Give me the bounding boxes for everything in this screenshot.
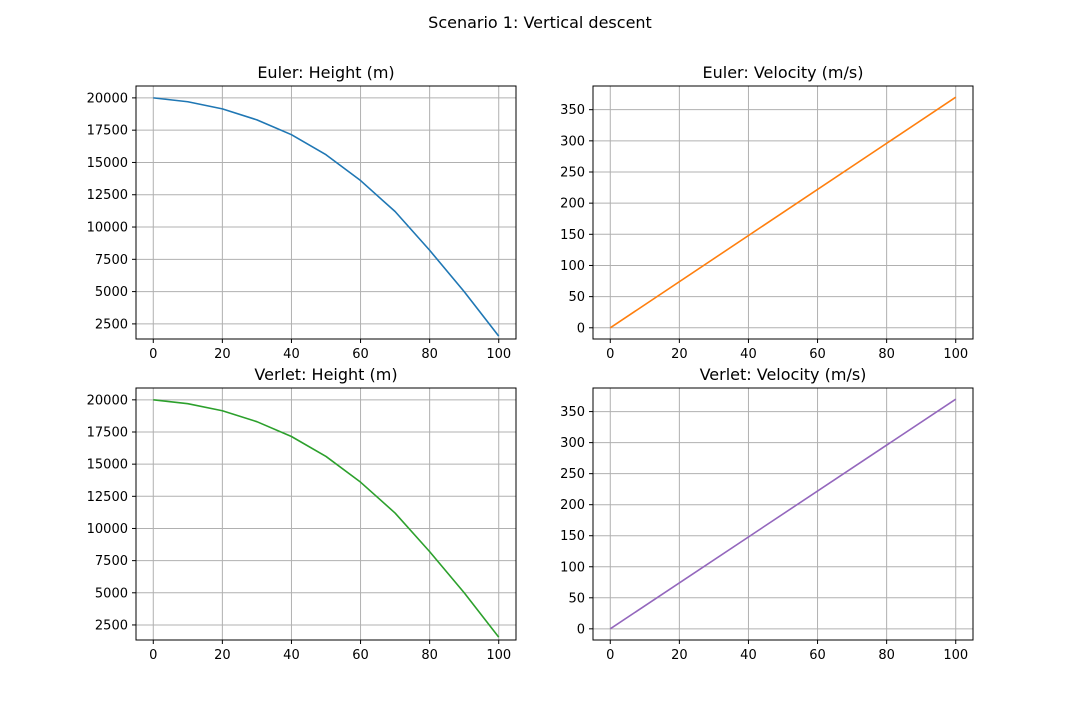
axes-frame (135, 85, 517, 340)
chart-verlet-velocity: 0 20 40 60 80 100 0 50 100 150 200 250 300 350 Verlet:… (560, 365, 974, 663)
y-tick-label: 10000 (87, 522, 128, 537)
y-tick-label: 250 (560, 467, 585, 482)
x-tick-label: 40 (740, 347, 757, 362)
x-tick-label: 20 (214, 648, 231, 663)
x-tick-label: 40 (283, 347, 300, 362)
y-tick-label: 12500 (87, 490, 128, 505)
x-tick-label: 80 (878, 347, 895, 362)
y-tick-label: 20000 (87, 91, 128, 106)
x-tick-label: 100 (486, 648, 511, 663)
y-tick-label: 17500 (87, 425, 128, 440)
chart-title: Euler: Height (m) (257, 63, 394, 82)
y-tick-label: 5000 (95, 285, 128, 300)
y-tick-label: 15000 (87, 458, 128, 473)
x-tick-label: 0 (606, 648, 614, 663)
y-tick-label: 100 (560, 259, 585, 274)
series-line (609, 398, 957, 630)
series-line (609, 96, 957, 329)
y-tick-label: 7500 (95, 554, 128, 569)
y-tick-label: 300 (560, 436, 585, 451)
chart-euler-velocity: 0 20 40 60 80 100 0 50 100 150 200 250 300 350 Euler: … (560, 63, 974, 362)
x-tick-label: 20 (671, 347, 688, 362)
y-tick-label: 2500 (95, 317, 128, 332)
x-tick-label: 60 (809, 648, 826, 663)
chart-verlet-height: 0 20 40 60 80 100 2500 5000 7500 10000 12500 15000 1… (87, 365, 517, 663)
y-tick-label: 150 (560, 529, 585, 544)
chart-euler-height: 0 20 40 60 80 100 2500 5000 7500 10000 12500 15000 1… (87, 63, 517, 362)
y-tick-label: 100 (560, 560, 585, 575)
y-tick-label: 10000 (87, 221, 128, 236)
panels: 0 20 40 60 80 1002500500075001000012500150001… (87, 63, 974, 663)
x-tick-label: 0 (149, 648, 157, 663)
x-tick-label: 80 (878, 648, 895, 663)
axes-frame (592, 85, 974, 340)
y-tick-label: 15000 (87, 156, 128, 171)
y-tick-label: 50 (568, 591, 585, 606)
y-tick-label: 12500 (87, 188, 128, 203)
x-tick-label: 100 (943, 648, 968, 663)
y-tick-label: 250 (560, 165, 585, 180)
x-tick-label: 0 (606, 347, 614, 362)
x-tick-label: 20 (671, 648, 688, 663)
x-tick-label: 60 (352, 648, 369, 663)
axes-frame (592, 387, 974, 641)
y-tick-label: 5000 (95, 586, 128, 601)
x-tick-label: 40 (283, 648, 300, 663)
y-tick-label: 17500 (87, 124, 128, 139)
y-tick-label: 7500 (95, 253, 128, 268)
x-tick-label: 80 (421, 648, 438, 663)
y-tick-label: 200 (560, 498, 585, 513)
series-line (153, 97, 500, 337)
y-tick-label: 300 (560, 134, 585, 149)
y-tick-label: 2500 (95, 618, 128, 633)
x-tick-label: 100 (943, 347, 968, 362)
x-tick-label: 40 (740, 648, 757, 663)
axes-frame (135, 387, 517, 641)
x-tick-label: 0 (149, 347, 157, 362)
y-tick-label: 350 (560, 405, 585, 420)
x-tick-label: 60 (809, 347, 826, 362)
y-tick-label: 150 (560, 228, 585, 243)
y-tick-label: 0 (577, 321, 585, 336)
figure-suptitle: Scenario 1: Vertical descent (428, 13, 652, 32)
chart-title: Verlet: Height (m) (254, 365, 397, 384)
y-tick-label: 20000 (87, 393, 128, 408)
y-tick-label: 350 (560, 103, 585, 118)
x-tick-label: 100 (486, 347, 511, 362)
y-tick-label: 50 (568, 290, 585, 305)
y-tick-label: 0 (577, 622, 585, 637)
x-tick-label: 80 (421, 347, 438, 362)
x-tick-label: 60 (352, 347, 369, 362)
chart-title: Verlet: Velocity (m/s) (700, 365, 867, 384)
x-tick-label: 20 (214, 347, 231, 362)
chart-title: Euler: Velocity (m/s) (703, 63, 864, 82)
series-line (153, 399, 500, 638)
y-tick-label: 200 (560, 197, 585, 212)
